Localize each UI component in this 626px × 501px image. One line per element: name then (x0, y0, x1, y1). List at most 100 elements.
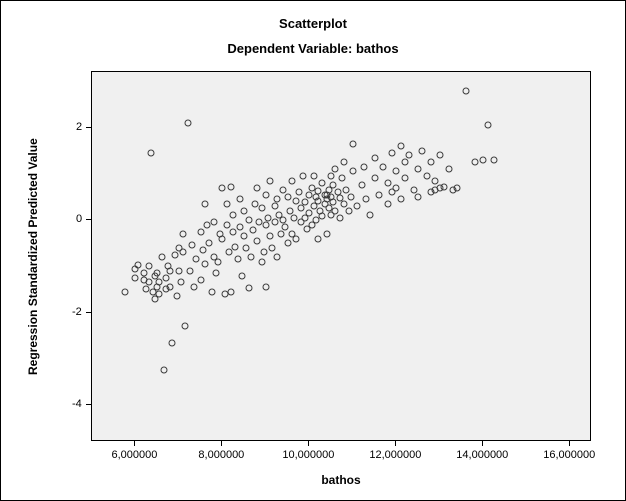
data-point (406, 152, 413, 159)
data-point (293, 197, 300, 204)
data-point (182, 323, 189, 330)
data-point (202, 260, 209, 267)
data-point (197, 228, 204, 235)
y-axis-label: Regression Standardized Predicted Value (26, 138, 40, 375)
data-point (280, 186, 287, 193)
data-point (241, 207, 248, 214)
y-tick (86, 219, 91, 220)
data-point (445, 166, 452, 173)
data-point (297, 205, 304, 212)
data-point (349, 140, 356, 147)
data-point (228, 183, 235, 190)
data-point (208, 288, 215, 295)
data-point (236, 196, 243, 203)
y-tick-label: -4 (72, 398, 82, 410)
data-point (384, 180, 391, 187)
x-tick-label: 16,000000 (543, 449, 595, 461)
data-point (121, 288, 128, 295)
data-point (367, 212, 374, 219)
data-point (171, 251, 178, 258)
data-point (345, 207, 352, 214)
data-point (145, 279, 152, 286)
y-tick-label: 0 (76, 213, 82, 225)
data-point (415, 166, 422, 173)
x-tick (308, 441, 309, 446)
data-point (319, 180, 326, 187)
data-point (223, 200, 230, 207)
x-tick-label: 14,000000 (456, 449, 508, 461)
data-point (189, 242, 196, 249)
data-point (393, 184, 400, 191)
y-tick (86, 404, 91, 405)
data-point (245, 217, 252, 224)
data-point (295, 189, 302, 196)
data-point (415, 193, 422, 200)
x-axis-label: bathos (91, 473, 591, 487)
data-point (428, 159, 435, 166)
data-point (310, 173, 317, 180)
data-point (193, 256, 200, 263)
data-point (302, 198, 309, 205)
data-point (232, 243, 239, 250)
data-point (289, 177, 296, 184)
data-point (273, 254, 280, 261)
data-point (341, 200, 348, 207)
data-point (260, 249, 267, 256)
data-point (454, 184, 461, 191)
x-tick-label: 6,000000 (111, 449, 157, 461)
data-point (330, 182, 337, 189)
data-point (306, 210, 313, 217)
data-point (436, 152, 443, 159)
data-point (219, 235, 226, 242)
data-point (134, 261, 141, 268)
data-point (206, 240, 213, 247)
data-point (410, 186, 417, 193)
data-point (262, 191, 269, 198)
data-point (336, 214, 343, 221)
data-point (299, 173, 306, 180)
data-point (230, 228, 237, 235)
data-point (319, 213, 326, 220)
data-point (258, 205, 265, 212)
data-point (441, 183, 448, 190)
data-point (328, 173, 335, 180)
data-point (178, 279, 185, 286)
data-point (212, 270, 219, 277)
data-point (247, 254, 254, 261)
data-point (339, 175, 346, 182)
data-point (267, 233, 274, 240)
data-point (254, 237, 261, 244)
y-tick (86, 312, 91, 313)
x-tick-label: 10,000000 (282, 449, 334, 461)
data-point (184, 119, 191, 126)
x-tick (134, 441, 135, 446)
data-point (215, 258, 222, 265)
data-point (180, 230, 187, 237)
data-point (423, 173, 430, 180)
data-point (397, 143, 404, 150)
data-point (402, 159, 409, 166)
data-point (491, 156, 498, 163)
chart-title: Scatterplot (1, 16, 625, 31)
data-point (219, 184, 226, 191)
data-point (223, 221, 230, 228)
x-tick (395, 441, 396, 446)
data-point (156, 291, 163, 298)
data-point (432, 177, 439, 184)
x-tick (221, 441, 222, 446)
data-point (147, 149, 154, 156)
data-point (380, 163, 387, 170)
data-point (269, 244, 276, 251)
data-point (343, 186, 350, 193)
data-point (160, 367, 167, 374)
y-tick-label: 2 (76, 121, 82, 133)
data-point (280, 217, 287, 224)
data-point (360, 163, 367, 170)
data-point (284, 240, 291, 247)
data-point (480, 156, 487, 163)
data-point (199, 247, 206, 254)
plot-area (91, 71, 591, 441)
data-point (393, 168, 400, 175)
data-point (282, 223, 289, 230)
data-point (323, 230, 330, 237)
